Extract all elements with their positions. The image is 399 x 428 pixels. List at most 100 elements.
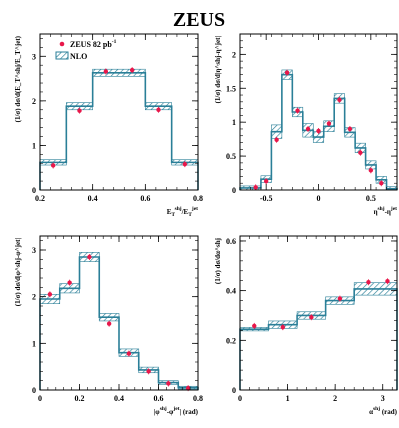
x-label-tail: | (rad) (180, 408, 199, 416)
y-axis-label: (1/σ) dσ/d|η^shj-η^jet| (214, 36, 222, 104)
data-point-7 (316, 128, 321, 134)
y-tick-label: 1 (232, 118, 236, 127)
x-label-sub2: T (188, 212, 192, 218)
data-point-1 (252, 323, 257, 329)
y-tick-label: 0.2 (226, 336, 236, 345)
data-point-6 (385, 279, 390, 284)
x-axis-label: ηshj-ηjet (374, 206, 398, 216)
data-point-7 (166, 381, 171, 386)
y-tick-label: 0.6 (226, 237, 236, 246)
x-label-sup1: shj (175, 206, 182, 212)
x-tick-label: 1 (286, 394, 290, 403)
figure-title: ZEUS (173, 9, 225, 31)
data-point-5 (156, 107, 161, 112)
data-point-9 (337, 97, 342, 102)
x-label-sub1: T (171, 212, 175, 218)
nlo-step-line (39, 71, 199, 190)
data-point-13 (379, 181, 384, 186)
data-point-8 (185, 385, 191, 391)
x-tick-label: 0.2 (75, 394, 85, 403)
y-tick-label: 0 (232, 186, 236, 195)
data-point-1 (253, 185, 258, 190)
data-point-4 (337, 296, 343, 301)
x-label-main: |φ (154, 408, 161, 416)
data-point-11 (358, 150, 363, 155)
x-label-slash: /E (181, 208, 189, 216)
y-tick-label: 2 (32, 97, 36, 106)
data-point-6 (305, 126, 311, 132)
data-point-4 (129, 67, 135, 73)
x-label-main: E (167, 208, 172, 216)
data-point-1 (50, 163, 56, 168)
y-tick-label: 0 (232, 386, 236, 395)
y-tick-label: 2 (32, 293, 36, 302)
data-point-5 (126, 351, 132, 356)
x-tick-label: 0.6 (154, 394, 164, 403)
data-point-2 (67, 280, 72, 285)
y-tick-label: 0.5 (226, 152, 236, 161)
data-point-3 (103, 69, 109, 74)
x-label-sup2: jet (172, 406, 179, 412)
x-label-sup2: jet (191, 206, 198, 212)
x-label-main: η (374, 208, 378, 216)
x-tick-label: -0.5 (260, 194, 273, 203)
y-tick-label: 0 (32, 386, 36, 395)
x-tick-label: 0.4 (114, 394, 124, 403)
y-tick-label: 0 (32, 186, 36, 195)
x-tick-label: 0.8 (193, 394, 203, 403)
y-tick-label: 1.5 (226, 84, 236, 93)
nlo-step-line (239, 288, 398, 390)
x-label-mid: -η (385, 208, 391, 216)
x-tick-label: 0 (238, 394, 242, 403)
x-tick-label: 2 (333, 394, 337, 403)
data-point-4 (284, 70, 290, 75)
data-point-2 (263, 178, 269, 184)
x-label-main: α (369, 408, 373, 416)
legend-nlo-label: NLO (70, 52, 87, 61)
legend-data-marker (59, 41, 65, 47)
x-tick-label: 0.8 (193, 194, 203, 203)
data-point-1 (47, 292, 53, 297)
data-point-5 (295, 108, 300, 113)
y-tick-label: 2 (232, 50, 236, 59)
x-tick-label: 0.5 (366, 194, 376, 203)
panel-4: 0 1 2 3 0 0.2 0.4 0.6 αshj (rad) (1/σ) dσ/dα^shj (214, 235, 398, 416)
data-point-6 (182, 161, 188, 167)
plot-frame (39, 33, 199, 191)
panel-2: -0.5 0 0.5 0 0.5 1 1.5 2 ηshj-ηjet (1/σ) dσ/d|η^s… (214, 33, 398, 216)
data-point-3 (274, 137, 279, 143)
plot-frame (239, 235, 398, 391)
x-tick-label: 0.6 (140, 194, 150, 203)
data-point-3 (87, 254, 92, 260)
x-label-sup1: shj (160, 406, 167, 412)
data-point-5 (366, 280, 371, 285)
y-tick-label: 3 (32, 52, 36, 61)
y-axis-label: (1/σ) dσ/dα^shj (214, 238, 222, 284)
x-tick-label: 0.2 (35, 194, 45, 203)
x-label-tail: (rad) (380, 408, 398, 416)
x-tick-label: 0 (38, 394, 42, 403)
legend-nlo-swatch (55, 51, 69, 60)
legend-data-label: ZEUS 82 pb-1 (70, 39, 117, 49)
x-axis-label: ETshj/ETjet (167, 206, 198, 218)
panel-3: 0 0.2 0.4 0.6 0.8 0 1 2 3 |φshj-φjet| (rad) (1/σ) … (14, 235, 203, 416)
data-point-4 (106, 321, 112, 326)
nlo-step-line (239, 73, 398, 190)
nlo-step-line (39, 256, 199, 390)
data-point-3 (309, 315, 314, 320)
y-tick-label: 1 (32, 141, 36, 150)
data-point-8 (326, 121, 332, 126)
legend-data-sup: -1 (112, 39, 117, 45)
x-tick-label: 0.4 (88, 194, 98, 203)
x-axis-label: αshj (rad) (369, 406, 398, 416)
x-label-sup2: jet (390, 206, 397, 212)
y-tick-label: 0.4 (226, 287, 236, 296)
x-label-sup1: shj (373, 406, 380, 412)
data-point-2 (280, 324, 286, 330)
x-label-mid: -φ (167, 408, 174, 416)
legend-data-text: ZEUS 82 pb (70, 40, 112, 49)
legend: ZEUS 82 pb-1 NLO (55, 39, 117, 61)
